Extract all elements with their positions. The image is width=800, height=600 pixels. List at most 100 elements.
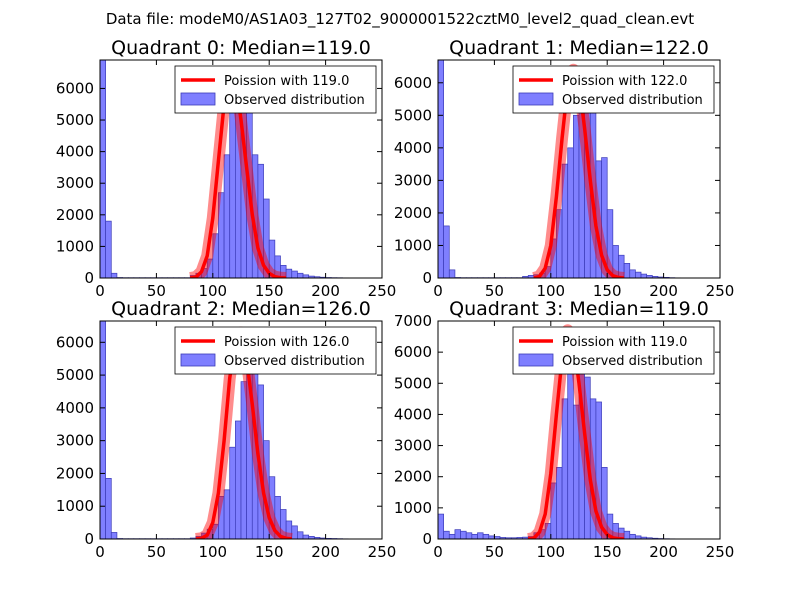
legend-hist-swatch (180, 92, 216, 106)
x-tick-label: 250 (706, 543, 735, 561)
y-tick-label: 4000 (56, 143, 94, 161)
subplot-quadrant-2: Quadrant 2: Median=126.0 0 50 100 150 200 250 0… (56, 298, 397, 561)
y-tick-label: 1000 (56, 497, 94, 515)
histogram-bar (229, 446, 236, 539)
histogram-bar (100, 321, 106, 539)
histogram-bar (573, 114, 580, 278)
y-tick-label: 2000 (394, 204, 432, 222)
legend-hist-label: Observed distribution (224, 93, 365, 108)
y-tick-label: 2000 (56, 206, 94, 224)
histogram-bar (443, 225, 450, 278)
histogram-bar (291, 270, 298, 278)
legend-fit-label: Poission with 119.0 (224, 74, 349, 89)
histogram-bar (229, 91, 236, 278)
x-tick-label: 200 (311, 282, 340, 300)
legend-hist-swatch (518, 92, 554, 106)
histogram-bar (443, 530, 450, 539)
axes-frame (437, 320, 721, 540)
y-tick-label: 3000 (56, 174, 94, 192)
legend: Poission with 119.0 Observed distribution (174, 65, 377, 114)
histogram-bar (635, 271, 642, 278)
x-tick-label: 50 (485, 282, 504, 300)
histogram-bar (606, 209, 614, 278)
histogram-bar (601, 467, 608, 539)
legend-hist-label: Observed distribution (224, 354, 365, 369)
histogram-bar (567, 147, 574, 278)
y-tick-label: 1000 (394, 236, 432, 254)
histogram-bar (223, 489, 231, 539)
subplot-quadrant-1: Quadrant 1: Median=122.0 0 50 100 150 200 250 0… (394, 37, 735, 300)
histogram-bar (460, 530, 467, 539)
histogram-bar (448, 269, 456, 278)
y-tick-label: 6000 (394, 343, 432, 361)
x-tick-label: 200 (649, 543, 678, 561)
legend-hist-swatch (180, 353, 216, 367)
histogram-bar (110, 272, 118, 278)
histogram-bar (100, 60, 106, 278)
x-tick-label: 100 (536, 543, 565, 561)
legend-fit-label: Poission with 119.0 (562, 335, 687, 350)
histogram-bar (240, 381, 247, 539)
histogram-bar (640, 273, 648, 278)
legend: Poission with 119.0 Observed distribution (512, 326, 715, 375)
x-tick-label: 50 (485, 543, 504, 561)
x-tick-label: 0 (95, 543, 105, 561)
legend-fit-label: Poission with 126.0 (224, 335, 349, 350)
y-tick-label: 3000 (394, 171, 432, 189)
histogram-bar (629, 269, 636, 278)
x-tick-label: 0 (433, 543, 443, 561)
y-tick-label: 0 (84, 269, 94, 287)
histogram-bar (223, 154, 231, 278)
legend-hist-label: Observed distribution (562, 354, 703, 369)
x-tick-label: 50 (147, 282, 166, 300)
histogram-bar (477, 532, 484, 539)
y-tick-label: 6000 (56, 79, 94, 97)
histogram-bar (235, 420, 242, 539)
y-tick-label: 1000 (394, 499, 432, 517)
histogram-bar (438, 60, 444, 278)
histogram-bar (302, 534, 310, 539)
histogram-bar (438, 513, 444, 539)
histogram-bar (556, 467, 563, 539)
x-tick-label: 200 (649, 282, 678, 300)
axes-frame (99, 59, 383, 279)
x-tick-label: 250 (706, 282, 735, 300)
x-tick-label: 250 (368, 543, 397, 561)
legend-hist-label: Observed distribution (562, 93, 703, 108)
histogram-bar (105, 478, 112, 539)
subplot-quadrant-3: Quadrant 3: Median=119.0 0 50 100 150 200 250 0… (394, 298, 735, 561)
y-tick-label: 2000 (394, 468, 432, 486)
y-tick-label: 4000 (394, 405, 432, 423)
subplot-quadrant-0: Quadrant 0: Median=119.0 0 50 100 150 200 250 0… (56, 37, 397, 300)
histogram-bar (567, 364, 574, 539)
subplot-title: Quadrant 0: Median=119.0 (111, 37, 371, 59)
axes-frame (99, 320, 383, 540)
y-tick-label: 3000 (394, 437, 432, 455)
x-tick-label: 100 (198, 282, 227, 300)
subplot-title: Quadrant 2: Median=126.0 (111, 298, 371, 320)
y-tick-label: 7000 (394, 312, 432, 330)
y-tick-label: 4000 (56, 399, 94, 417)
figure-suptitle: Data file: modeM0/AS1A03_127T02_90000015… (106, 10, 694, 29)
legend-hist-swatch (518, 353, 554, 367)
histogram-bar (561, 398, 569, 539)
histogram-bar (465, 532, 473, 539)
legend: Poission with 122.0 Observed distribution (512, 65, 715, 114)
histogram-bar (291, 525, 298, 539)
y-tick-label: 1000 (56, 237, 94, 255)
y-tick-label: 5000 (56, 366, 94, 384)
y-tick-label: 5000 (394, 106, 432, 124)
panels-group: Quadrant 0: Median=119.0 0 50 100 150 200 250 0… (56, 37, 735, 561)
x-tick-label: 250 (368, 282, 397, 300)
x-tick-label: 150 (255, 282, 284, 300)
x-tick-label: 150 (593, 282, 622, 300)
x-tick-label: 200 (311, 543, 340, 561)
y-tick-label: 0 (422, 269, 432, 287)
y-tick-label: 6000 (394, 74, 432, 92)
histogram-bar (482, 533, 490, 539)
histogram-bar (471, 533, 478, 539)
histogram-bar (623, 530, 631, 539)
histogram-bar (448, 533, 456, 539)
y-tick-label: 2000 (56, 464, 94, 482)
